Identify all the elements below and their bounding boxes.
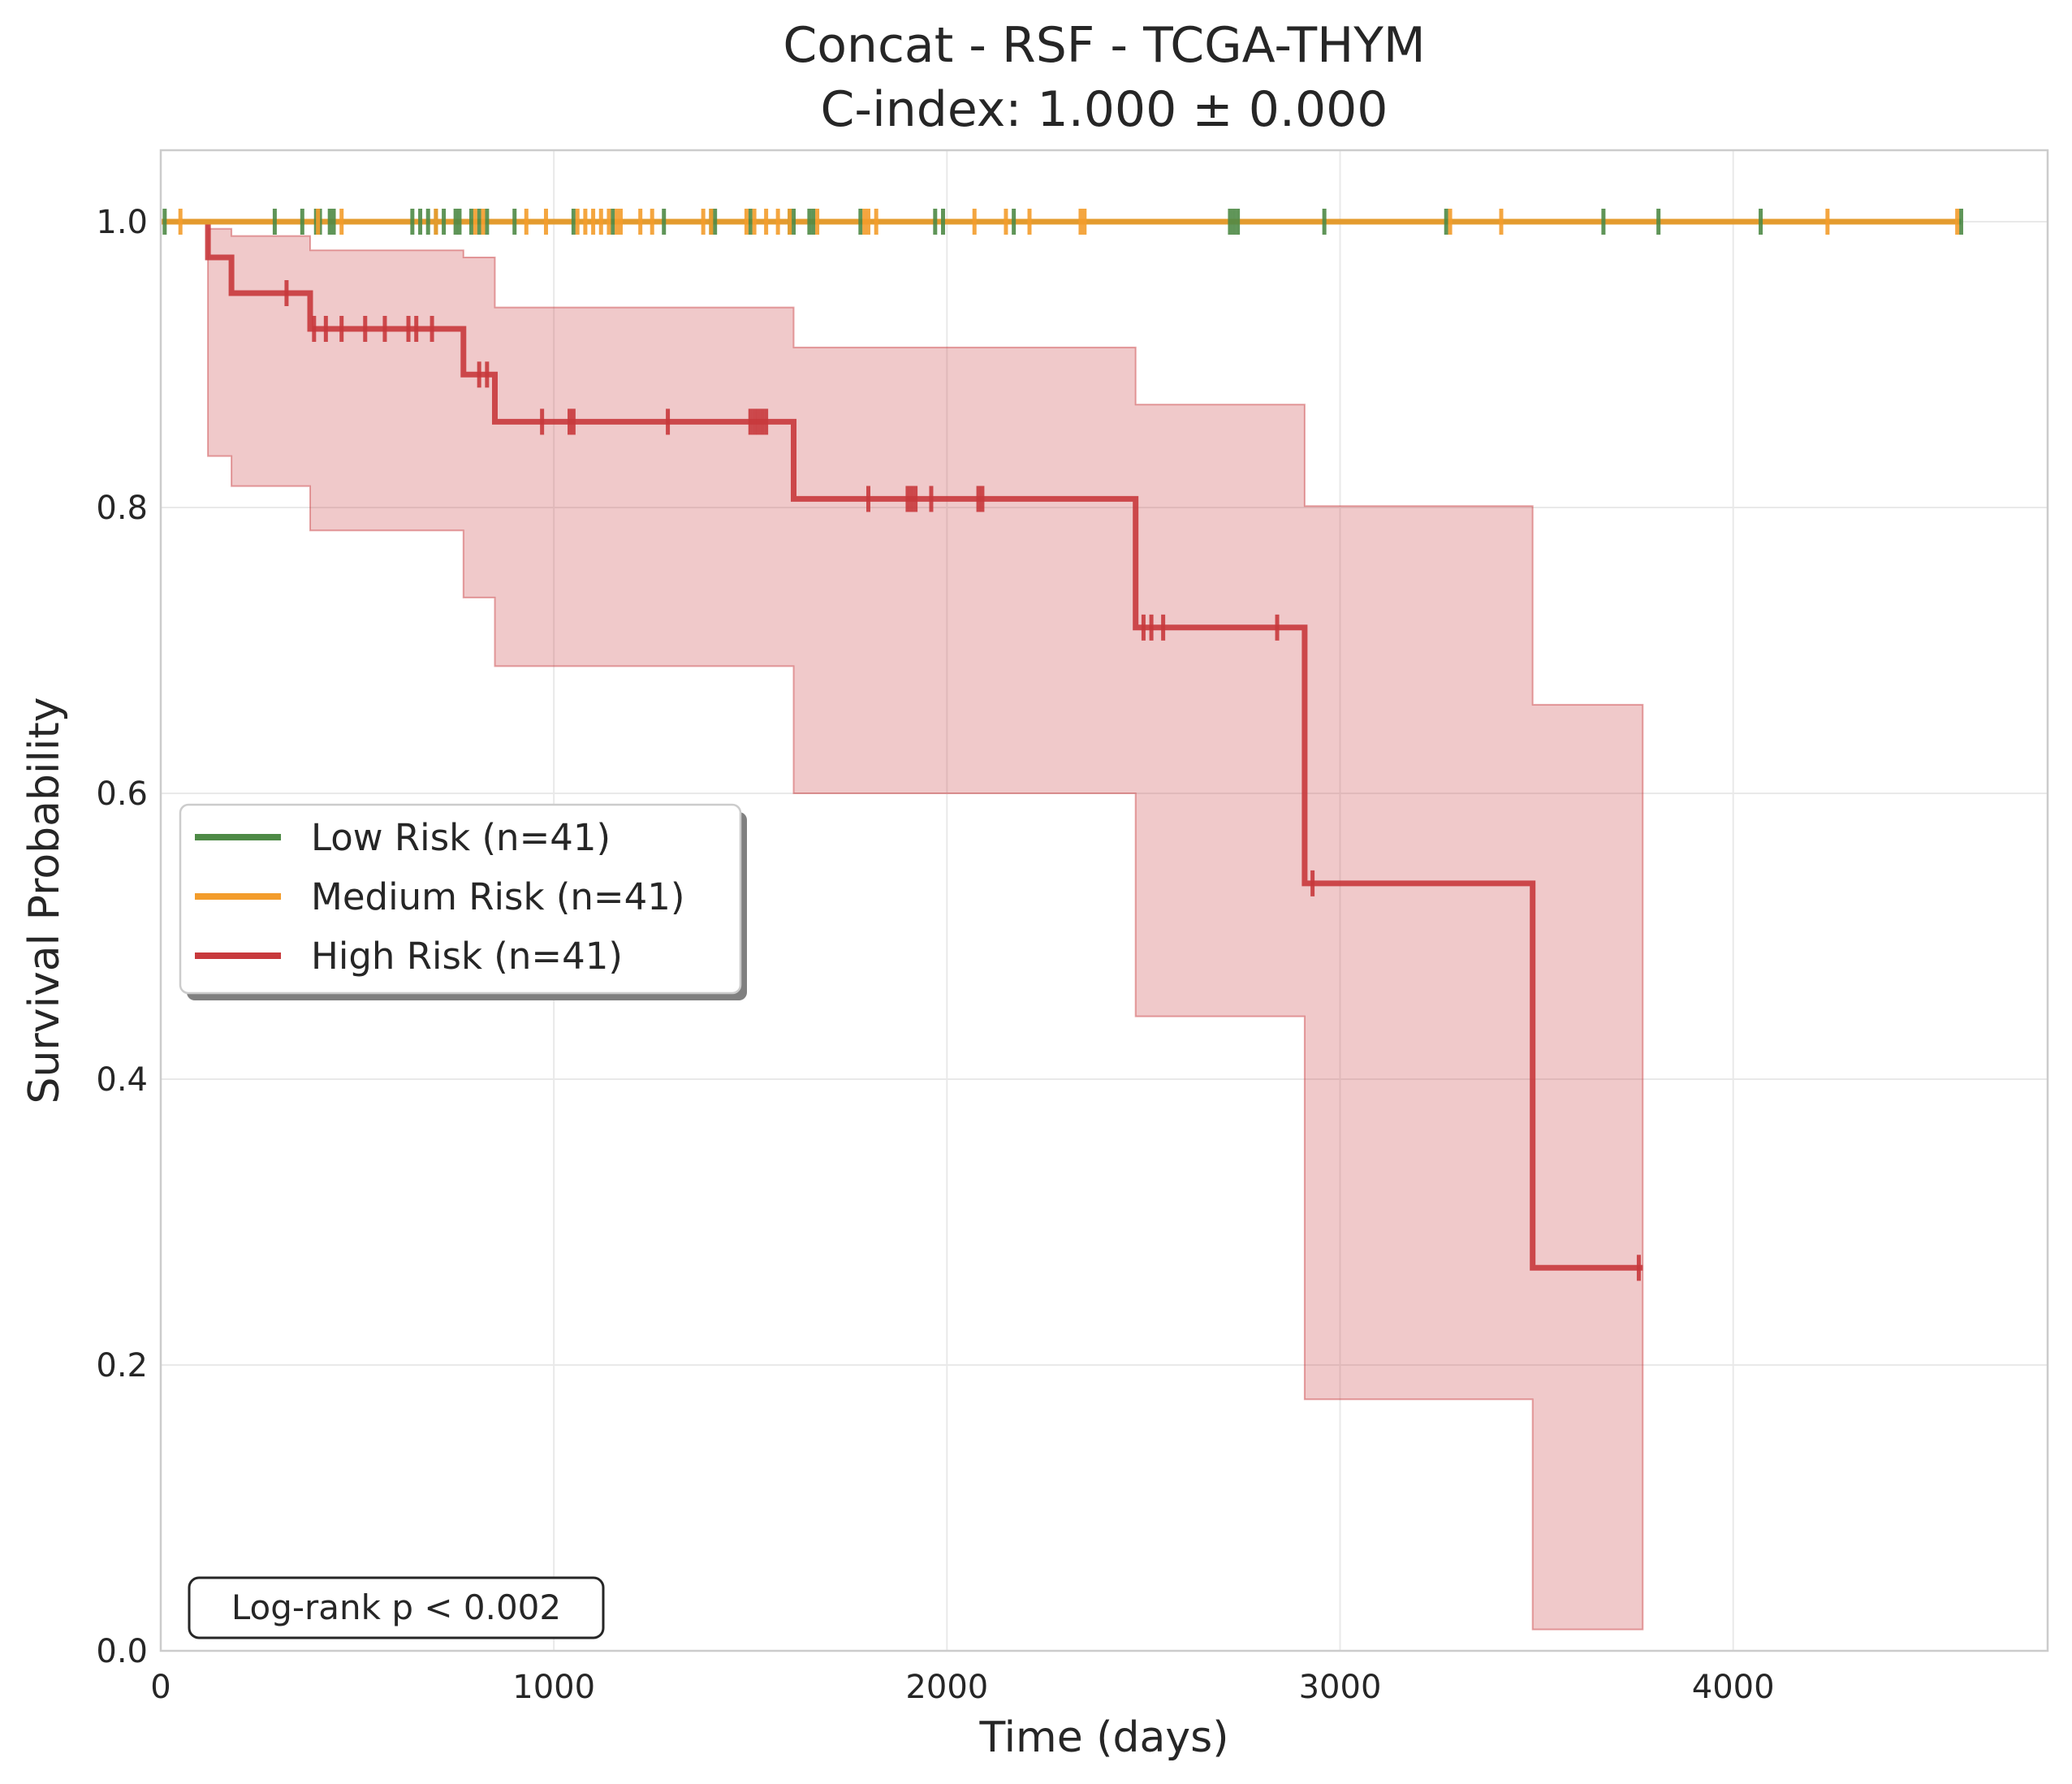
plot-frame — [159, 149, 2049, 1652]
y-tick-label: 0.6 — [96, 775, 148, 813]
legend-label-medium: Medium Risk (n=41) — [311, 875, 684, 918]
x-tick-label: 4000 — [1692, 1669, 1775, 1706]
censor-marks — [162, 209, 1963, 1281]
x-tick-label: 3000 — [1299, 1669, 1382, 1706]
tick-labels: 0 1000 2000 3000 4000 0.0 0.2 0.4 0.6 0.8 1.0 — [96, 204, 1774, 1706]
x-tick-label: 1000 — [512, 1669, 595, 1706]
annotation-box — [188, 1576, 605, 1639]
chart-title: Concat - RSF - TCGA-THYM — [783, 17, 1425, 74]
survival-curve-2 — [161, 218, 1643, 1271]
x-tick-label: 0 — [150, 1669, 171, 1706]
x-tick-label: 2000 — [905, 1669, 988, 1706]
legend-label-low: Low Risk (n=41) — [311, 816, 611, 859]
legend: Low Risk (n=41) Medium Risk (n=41) High … — [179, 803, 747, 1000]
x-axis-label: Time (days) — [978, 1713, 1228, 1762]
legend-box — [179, 803, 742, 995]
y-axis-label: Survival Probability — [20, 697, 69, 1104]
y-tick-label: 0.2 — [96, 1347, 148, 1384]
y-tick-label: 1.0 — [96, 204, 148, 241]
y-tick-label: 0.0 — [96, 1633, 148, 1670]
confidence-band — [161, 221, 1644, 1631]
annotation-text: Log-rank p < 0.002 — [231, 1587, 561, 1627]
y-tick-label: 0.8 — [96, 490, 148, 527]
legend-label-high: High Risk (n=41) — [311, 935, 623, 978]
chart-subtitle: C-index: 1.000 ± 0.000 — [821, 81, 1388, 138]
y-tick-label: 0.4 — [96, 1061, 148, 1099]
confidence-band-2 — [161, 221, 1644, 1631]
logrank-annotation: Log-rank p < 0.002 — [188, 1576, 605, 1639]
